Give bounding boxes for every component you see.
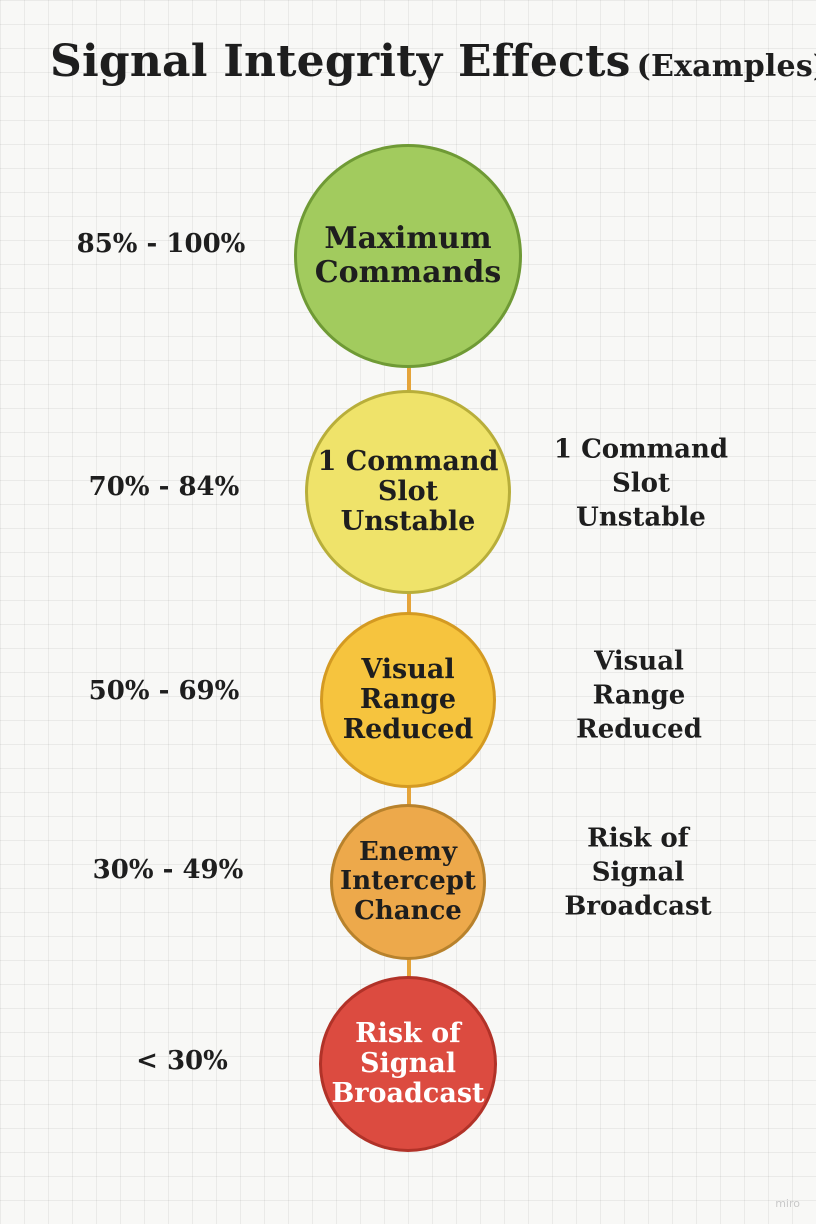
level-5-circle: Risk of Signal Broadcast: [319, 976, 497, 1152]
miro-watermark: miro: [775, 1197, 800, 1210]
level-3-range: 50% - 69%: [88, 676, 240, 706]
level-1-circle: Maximum Commands: [294, 144, 522, 368]
level-5-range: < 30%: [136, 1046, 228, 1076]
level-4-circle: Enemy Intercept Chance: [330, 804, 486, 960]
level-2-circle: 1 Command Slot Unstable: [305, 390, 511, 594]
level-3-circle-label: Visual Range Reduced: [342, 653, 474, 746]
level-2-circle-label: 1 Command Slot Unstable: [317, 445, 499, 538]
level-1-circle-label: Maximum Commands: [314, 221, 502, 290]
title-main: Signal Integrity Effects: [50, 36, 631, 87]
level-4-range: 30% - 49%: [92, 855, 244, 885]
level-4-circle-label: Enemy Intercept Chance: [340, 837, 476, 926]
title-subtitle: (Examples): [636, 49, 816, 84]
level-3-circle: Visual Range Reduced: [320, 612, 496, 788]
level-2-range: 70% - 84%: [88, 472, 240, 502]
page-title: Signal Integrity Effects (Examples): [50, 36, 816, 87]
level-2-note: 1 Command Slot Unstable: [553, 434, 729, 532]
level-3-note: Visual Range Reduced: [576, 646, 702, 744]
level-4-note: Risk of Signal Broadcast: [564, 823, 712, 921]
level-5-circle-label: Risk of Signal Broadcast: [331, 1017, 485, 1110]
level-1-range: 85% - 100%: [76, 229, 246, 259]
